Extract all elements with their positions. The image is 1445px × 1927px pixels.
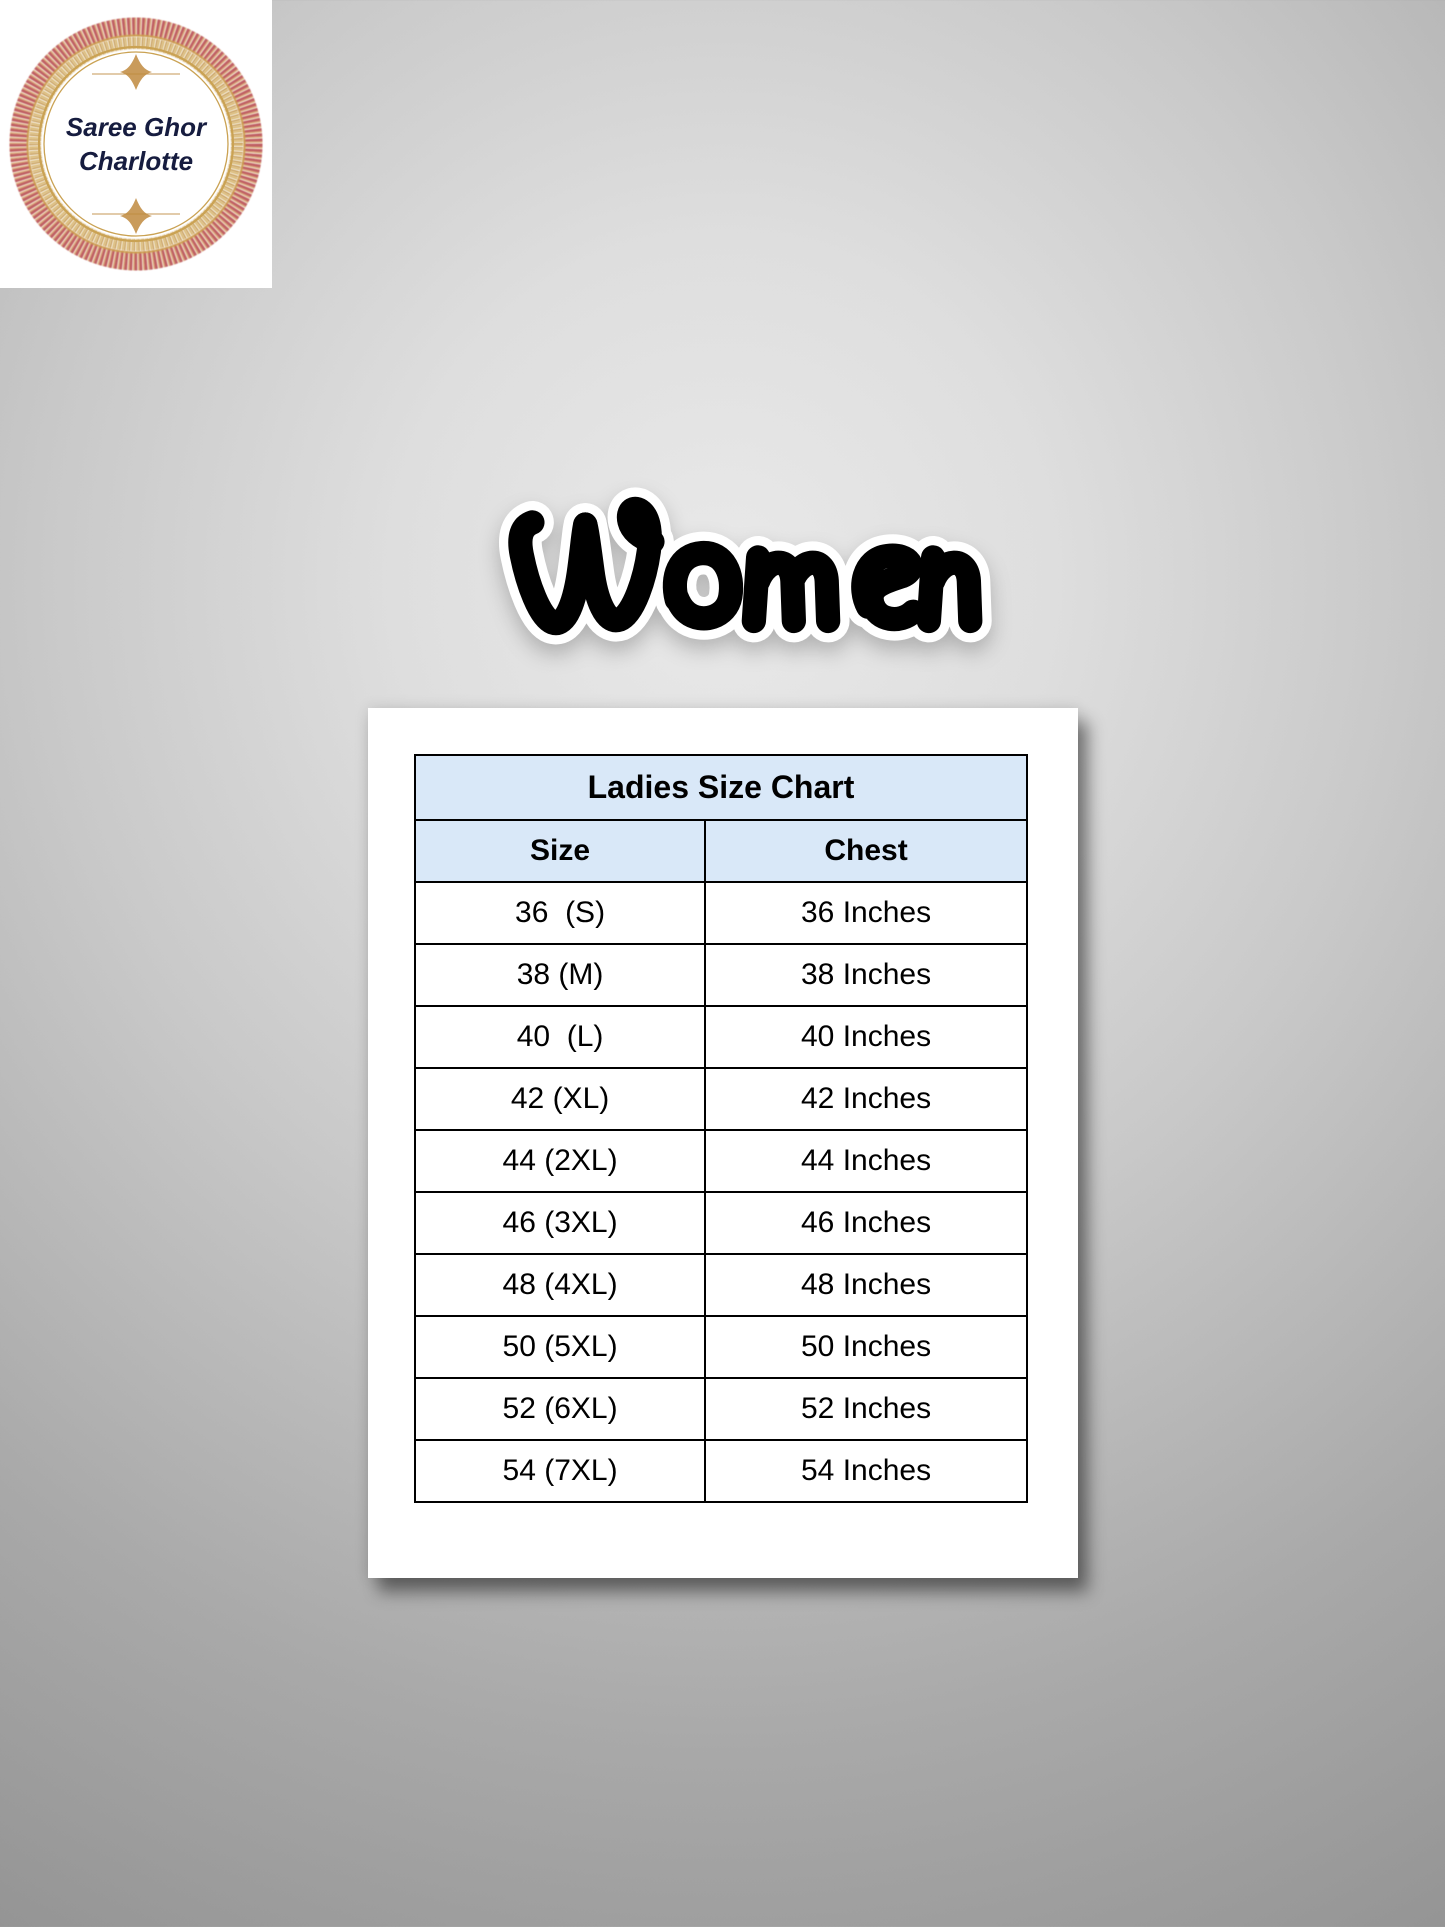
svg-text:Charlotte: Charlotte	[79, 146, 193, 176]
svg-text:Saree Ghor: Saree Ghor	[66, 112, 208, 142]
